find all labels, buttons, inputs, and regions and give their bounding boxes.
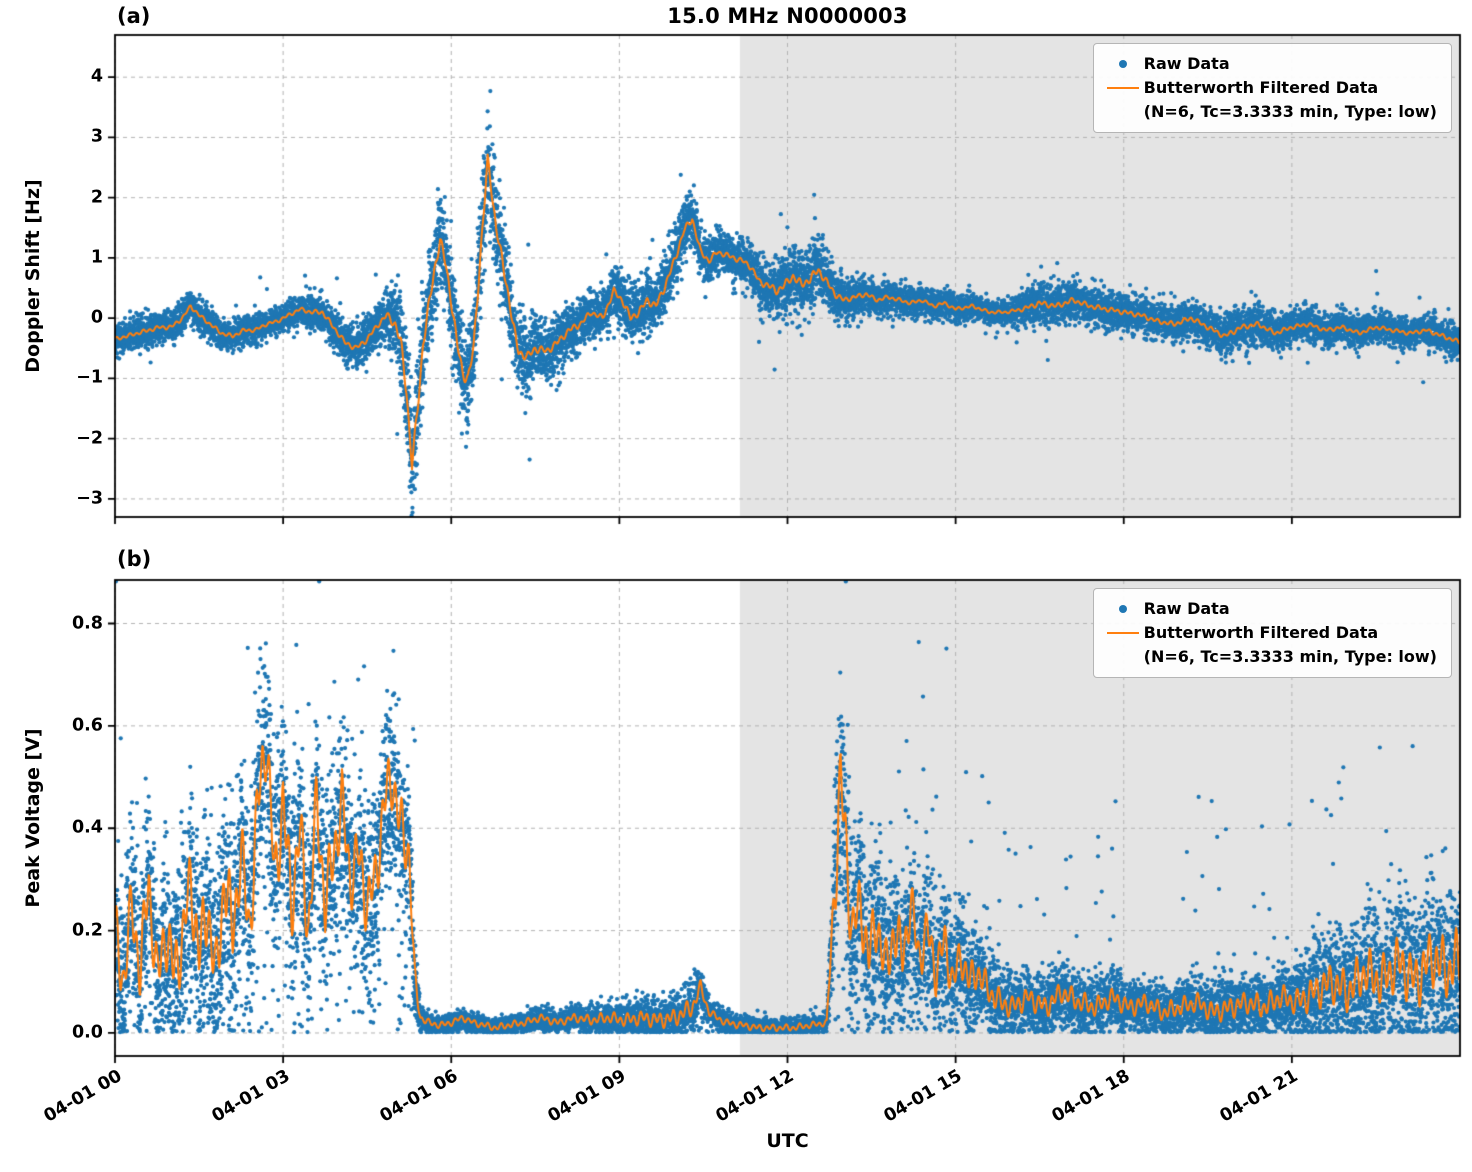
- y-tick-label: −3: [76, 488, 103, 509]
- y-tick-label: 0.2: [71, 920, 103, 941]
- y-tick-label: 4: [90, 66, 103, 87]
- y-tick-label: 3: [90, 127, 103, 148]
- legend-row-filtered-params: (N=6, Tc=3.3333 min, Type: low): [1102, 100, 1437, 124]
- y-tick-label: 0.4: [71, 817, 103, 838]
- legend-filtered-sublabel: (N=6, Tc=3.3333 min, Type: low): [1143, 647, 1437, 666]
- legend-row-raw: Raw Data: [1102, 52, 1437, 76]
- y-axis-label-a: Doppler Shift [Hz]: [22, 179, 44, 373]
- raw-data-marker-box: [1102, 605, 1144, 613]
- filtered-marker-box: [1102, 632, 1144, 634]
- filtered-marker-box: [1102, 87, 1144, 89]
- y-tick-label: 0.6: [71, 715, 103, 736]
- y-tick-label: −1: [76, 368, 103, 389]
- y-tick-label: 0.0: [71, 1022, 103, 1043]
- y-tick-label: 0: [90, 307, 103, 328]
- legend-raw-label: Raw Data: [1143, 599, 1230, 618]
- legend-panel-b: Raw Data Butterworth Filtered Data (N=6,…: [1092, 588, 1452, 678]
- legend-row-filtered-params: (N=6, Tc=3.3333 min, Type: low): [1102, 645, 1437, 669]
- x-axis-label: UTC: [766, 1130, 809, 1152]
- figure-title: 15.0 MHz N0000003: [667, 4, 908, 28]
- filtered-line-icon: [1106, 87, 1139, 89]
- filtered-line-icon: [1106, 632, 1139, 634]
- legend-row-filtered: Butterworth Filtered Data: [1102, 76, 1437, 100]
- raw-data-marker-box: [1102, 60, 1144, 68]
- y-tick-label: −2: [76, 428, 103, 449]
- raw-data-dot-icon: [1118, 605, 1127, 613]
- legend-raw-label: Raw Data: [1143, 54, 1230, 73]
- legend-row-filtered: Butterworth Filtered Data: [1102, 621, 1437, 645]
- legend-panel-a: Raw Data Butterworth Filtered Data (N=6,…: [1092, 43, 1452, 133]
- y-tick-label: 0.8: [71, 613, 103, 634]
- panel-b-label: (b): [117, 547, 152, 571]
- raw-data-dot-icon: [1118, 60, 1127, 68]
- legend-filtered-sublabel: (N=6, Tc=3.3333 min, Type: low): [1143, 102, 1437, 121]
- legend-row-raw: Raw Data: [1102, 597, 1437, 621]
- panel-a-label: (a): [117, 4, 151, 28]
- y-tick-label: 1: [90, 247, 103, 268]
- legend-filtered-label: Butterworth Filtered Data: [1143, 78, 1379, 97]
- legend-filtered-label: Butterworth Filtered Data: [1143, 623, 1379, 642]
- y-tick-label: 2: [90, 187, 103, 208]
